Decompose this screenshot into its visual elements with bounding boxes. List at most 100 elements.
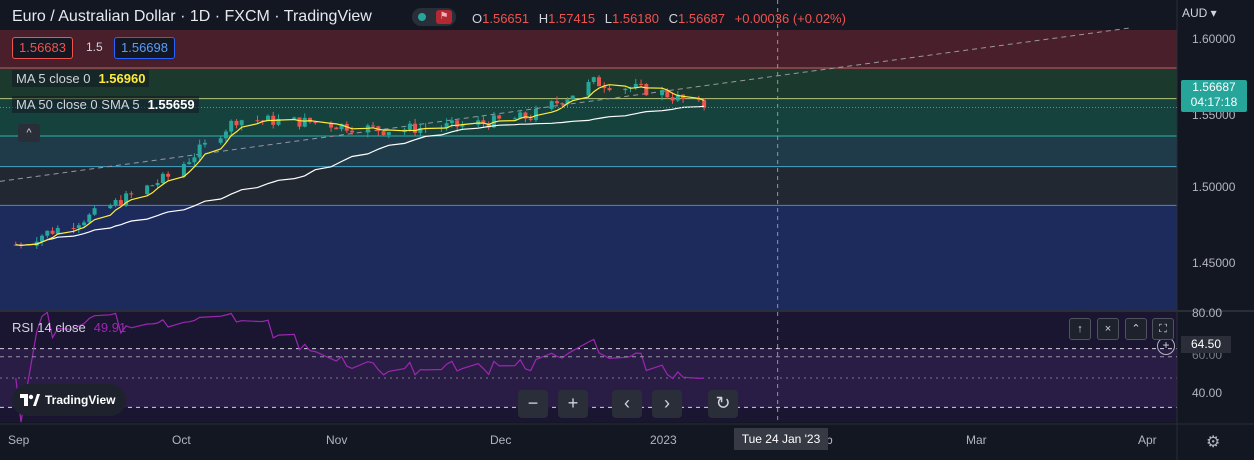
open-value: 1.56651 <box>482 11 530 26</box>
level-zones <box>0 30 1177 310</box>
ma50-legend[interactable]: MA 50 close 0 SMA 5 1.55659 <box>12 96 199 113</box>
spread-value: 1.5 <box>86 40 103 54</box>
logo-text: TradingView <box>45 393 116 407</box>
time-tick: Sep <box>8 433 30 447</box>
gear-icon[interactable]: ⚙ <box>1206 434 1221 451</box>
candle-body <box>623 88 628 91</box>
candle-body <box>386 132 391 136</box>
low-value: 1.56180 <box>612 11 659 26</box>
chart-title[interactable]: Euro / Australian Dollar · 1D · FXCM · T… <box>12 8 372 25</box>
candle-body <box>50 230 55 234</box>
zoom-in-button[interactable]: + <box>558 390 588 418</box>
candle-body <box>455 120 460 127</box>
market-open-icon <box>418 13 426 21</box>
scroll-left-button[interactable]: ‹ <box>612 390 642 418</box>
collapse-pane-button[interactable]: ⌃ <box>1125 318 1147 340</box>
candles <box>13 75 707 249</box>
candle-body <box>381 131 386 136</box>
chart-navigation: − + ‹ › ↻ <box>518 390 746 420</box>
candle-body <box>55 227 60 234</box>
candle-body <box>518 112 523 119</box>
tradingview-logo[interactable]: TradingView <box>12 384 126 416</box>
candle-body <box>40 235 45 242</box>
rsi-tick: 40.00 <box>1192 386 1223 400</box>
candle-body <box>633 83 638 88</box>
candle-body <box>166 173 171 177</box>
candle-body <box>223 131 228 139</box>
candle-body <box>549 101 554 109</box>
time-tick: Mar <box>966 433 987 447</box>
candle-body <box>276 118 281 125</box>
zoom-out-button[interactable]: − <box>518 390 548 418</box>
rsi-line <box>15 311 705 423</box>
ma5-line <box>15 84 705 246</box>
price-tick: 1.60000 <box>1192 32 1236 46</box>
close-pane-button[interactable]: × <box>1097 318 1119 340</box>
rsi-legend[interactable]: RSI 14 close 49.91 <box>12 320 126 335</box>
price-tick: 1.50000 <box>1192 180 1236 194</box>
candle-body <box>87 214 92 223</box>
move-pane-up-button[interactable]: ↑ <box>1069 318 1091 340</box>
candle-body <box>329 122 334 128</box>
candle-body <box>313 122 318 124</box>
reset-chart-button[interactable]: ↻ <box>708 390 738 418</box>
candle-body <box>297 117 302 127</box>
candle-body <box>607 88 612 91</box>
currency-selector[interactable]: AUD ▾ <box>1182 6 1217 20</box>
candle-body <box>481 120 486 124</box>
candle-body <box>308 117 313 123</box>
candle-body <box>670 97 675 101</box>
buy-price-button[interactable]: 1.56698 <box>114 37 175 59</box>
rsi-pane <box>0 311 1177 423</box>
collapse-legend-button[interactable]: ^ <box>18 124 40 142</box>
candle-body <box>639 83 644 85</box>
candle-body <box>413 123 418 133</box>
currency-label: AUD <box>1182 6 1208 20</box>
candle-body <box>265 115 270 121</box>
trendline-segment <box>0 27 1130 182</box>
scroll-right-button[interactable]: › <box>652 390 682 418</box>
candle-body <box>181 164 186 177</box>
candle-body <box>702 100 707 108</box>
maximize-pane-button[interactable]: ⛶ <box>1152 318 1174 340</box>
time-tick: 2023 <box>650 433 677 447</box>
candle-body <box>302 117 307 127</box>
time-cursor-label: Tue 24 Jan '23 <box>734 428 828 450</box>
ma50-label: MA 50 close 0 SMA 5 <box>16 97 140 112</box>
candle-body <box>570 95 575 100</box>
tradingview-logo-icon <box>20 394 40 406</box>
price-zone <box>0 205 1177 310</box>
candle-body <box>45 230 50 236</box>
candle-body <box>491 115 496 128</box>
high-key: H <box>538 11 549 26</box>
candle-body <box>660 89 665 96</box>
rsi-tick: 80.00 <box>1192 306 1223 320</box>
candle-body <box>108 205 113 209</box>
candle-body <box>192 157 197 163</box>
ma5-legend[interactable]: MA 5 close 0 1.56960 <box>12 70 150 87</box>
low-key: L <box>604 11 612 26</box>
candle-body <box>644 84 649 96</box>
candle-body <box>696 99 701 101</box>
time-tick: Dec <box>490 433 512 447</box>
candle-body <box>523 112 528 119</box>
candle-body <box>202 142 207 145</box>
candle-body <box>675 94 680 101</box>
candle-body <box>460 124 465 127</box>
market-status-toggle[interactable]: ⚑ <box>412 8 456 26</box>
time-tick: Apr <box>1138 433 1157 447</box>
ma50-value: 1.55659 <box>147 97 195 112</box>
price-zone <box>0 136 1177 167</box>
last-price-label: 1.56687 04:17:18 <box>1181 80 1247 112</box>
time-tick: Nov <box>326 433 348 447</box>
sell-price-button[interactable]: 1.56683 <box>12 37 73 59</box>
ma5-value: 1.56960 <box>98 71 146 86</box>
last-price-value: 1.56687 <box>1192 80 1236 94</box>
candle-body <box>528 118 533 120</box>
candle-body <box>586 81 591 96</box>
chevron-down-icon: ▾ <box>1207 6 1217 20</box>
flag-icon: ⚑ <box>436 10 452 24</box>
candle-body <box>124 193 129 206</box>
